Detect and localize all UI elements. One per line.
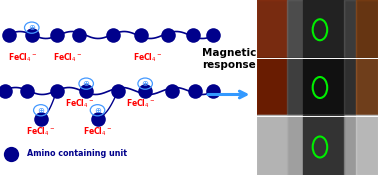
Point [190, 34, 196, 36]
Text: ⊕: ⊕ [94, 106, 101, 115]
Text: FeCl$_4$$^-$: FeCl$_4$$^-$ [126, 97, 155, 110]
Text: ⊕: ⊕ [28, 23, 35, 32]
Text: FeCl$_4$$^-$: FeCl$_4$$^-$ [53, 51, 83, 64]
Point [29, 34, 35, 36]
Point [54, 34, 60, 36]
Point [94, 118, 101, 120]
Text: FeCl$_4$$^-$: FeCl$_4$$^-$ [8, 51, 37, 64]
Text: Amino containing unit: Amino containing unit [27, 149, 127, 159]
Point [6, 34, 12, 36]
Text: FeCl$_4$$^-$: FeCl$_4$$^-$ [83, 125, 112, 138]
Text: FeCl$_4$$^-$: FeCl$_4$$^-$ [26, 125, 56, 138]
Point [2, 90, 8, 92]
Point [138, 34, 144, 36]
Point [24, 90, 30, 92]
Point [210, 34, 216, 36]
Text: ⊕: ⊕ [37, 106, 44, 115]
Text: Magnetic
response: Magnetic response [201, 48, 256, 70]
Point [165, 34, 171, 36]
Text: ⊕: ⊕ [142, 79, 149, 88]
Point [83, 90, 89, 92]
Point [54, 90, 60, 92]
Point [38, 118, 44, 120]
Point [110, 34, 116, 36]
Point [169, 90, 175, 92]
Text: FeCl$_4$$^-$: FeCl$_4$$^-$ [65, 97, 94, 110]
Point [210, 90, 216, 92]
Point [142, 90, 148, 92]
Text: ⊕: ⊕ [83, 79, 90, 88]
Point [115, 90, 121, 92]
Text: FeCl$_4$$^-$: FeCl$_4$$^-$ [133, 51, 162, 64]
Point [76, 34, 82, 36]
Point [8, 153, 14, 155]
Point [192, 90, 198, 92]
